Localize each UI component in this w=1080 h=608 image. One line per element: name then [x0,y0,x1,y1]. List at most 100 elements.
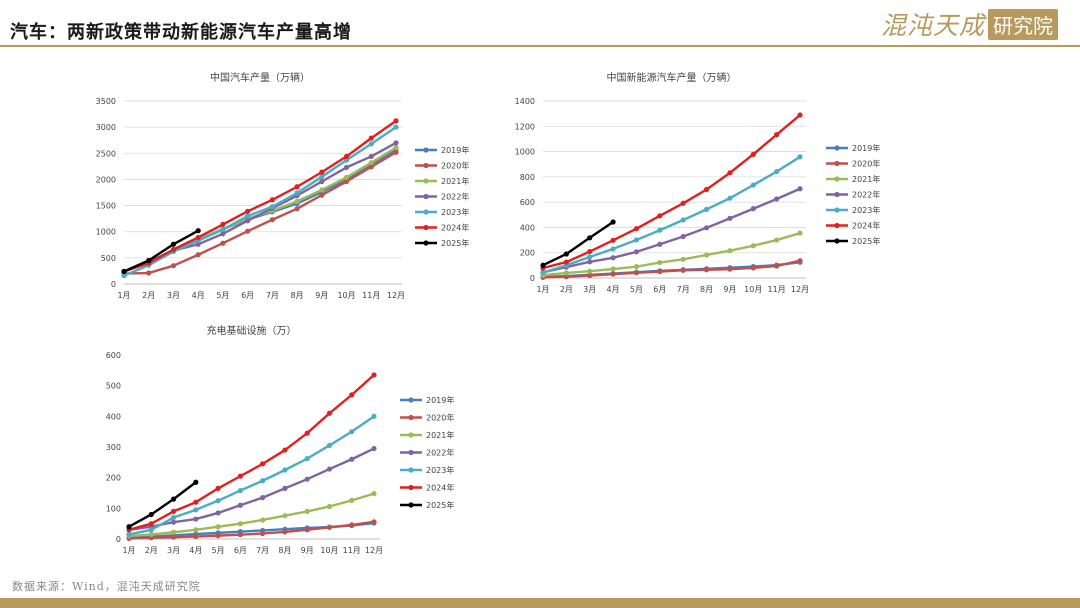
data-point [215,510,221,516]
data-point [610,266,616,272]
series-line [542,114,801,270]
data-point [260,517,266,523]
data-point [170,263,177,269]
x-tick-label: 3月 [167,546,180,555]
data-point [633,270,640,276]
data-point [349,456,355,462]
data-point [326,503,333,510]
data-point [703,225,710,231]
chart-title: 中国新能源汽车产量（万辆） [607,71,737,84]
x-tick-label: 10月 [320,546,338,555]
legend-label: 2024年 [426,483,454,493]
data-point [587,259,593,265]
data-point [343,164,350,171]
data-point [220,221,226,227]
legend-label: 2024年 [852,221,880,231]
x-tick-label: 9月 [315,291,328,300]
data-point [797,154,803,160]
data-point [610,219,616,225]
y-tick-label: 3500 [96,97,116,106]
data-point [703,267,710,273]
data-point [170,519,177,525]
legend-label: 2023年 [441,207,469,217]
data-point [193,527,199,533]
data-point [657,241,663,247]
data-point [215,485,221,491]
x-tick-label: 4月 [607,285,620,294]
data-point [633,264,640,270]
data-point [319,187,325,193]
x-tick-label: 3月 [583,285,596,294]
y-tick-label: 1200 [515,122,535,131]
series-line [128,374,375,531]
data-point [245,228,251,234]
data-point [680,256,686,262]
legend-marker [408,397,414,403]
data-point [220,231,226,237]
data-point [170,246,177,253]
page-title: 汽车：两新政策带动新能源汽车产量高增 [10,22,352,43]
x-tick-label: 1月 [536,285,549,294]
y-tick-label: 1000 [96,228,116,237]
legend-label: 2019年 [426,395,454,405]
data-point [563,274,569,280]
series-line [123,229,199,273]
data-point [368,160,374,166]
footer-bar [0,598,1080,608]
y-tick-label: 0 [530,274,535,283]
data-point [304,430,310,436]
x-tick-label: 6月 [241,291,254,300]
chart-title: 充电基础设施（万） [207,324,297,337]
legend-marker [423,193,429,200]
data-point [146,257,152,264]
x-tick-label: 5月 [212,546,225,555]
legend-label: 2025年 [426,500,454,510]
data-point [680,200,686,206]
data-point [610,237,616,243]
data-point [680,233,686,240]
data-point [343,153,350,160]
data-point [368,153,374,160]
data-point [319,178,325,185]
data-point [633,226,640,232]
x-tick-label: 11月 [343,546,361,555]
data-point [282,447,288,453]
x-tick-label: 5月 [630,285,643,294]
data-point [237,487,243,494]
x-tick-label: 1月 [122,546,135,555]
y-tick-label: 400 [106,412,121,421]
legend-label: 2019年 [852,143,880,153]
data-point [148,511,154,518]
series-line [128,481,197,528]
y-tick-label: 1400 [515,97,535,106]
x-tick-label: 8月 [291,291,304,300]
data-point [774,196,780,202]
series-line [128,521,375,539]
data-point [750,206,756,212]
legend-label: 2022年 [852,190,880,200]
data-point [319,192,325,198]
data-point [587,235,593,241]
legend-marker [408,484,414,491]
data-point [563,251,569,257]
legend-label: 2022年 [426,448,454,458]
title-divider [0,45,1080,47]
y-tick-label: 500 [101,254,116,263]
data-point [703,252,710,258]
legend-label: 2021年 [426,430,454,440]
legend-marker [834,191,840,198]
data-point [269,217,275,223]
data-point [304,508,310,514]
y-tick-label: 500 [106,382,121,391]
data-point [349,497,355,503]
data-point [797,112,803,118]
series-line [542,155,801,274]
data-point [371,491,377,497]
legend-marker [834,176,840,182]
data-point [220,227,226,233]
x-tick-label: 9月 [301,546,314,555]
data-source: 数据来源：Wind，混沌天成研究院 [12,580,201,593]
y-tick-label: 0 [116,535,121,544]
legend-marker [423,240,429,246]
legend-label: 2021年 [441,176,469,186]
